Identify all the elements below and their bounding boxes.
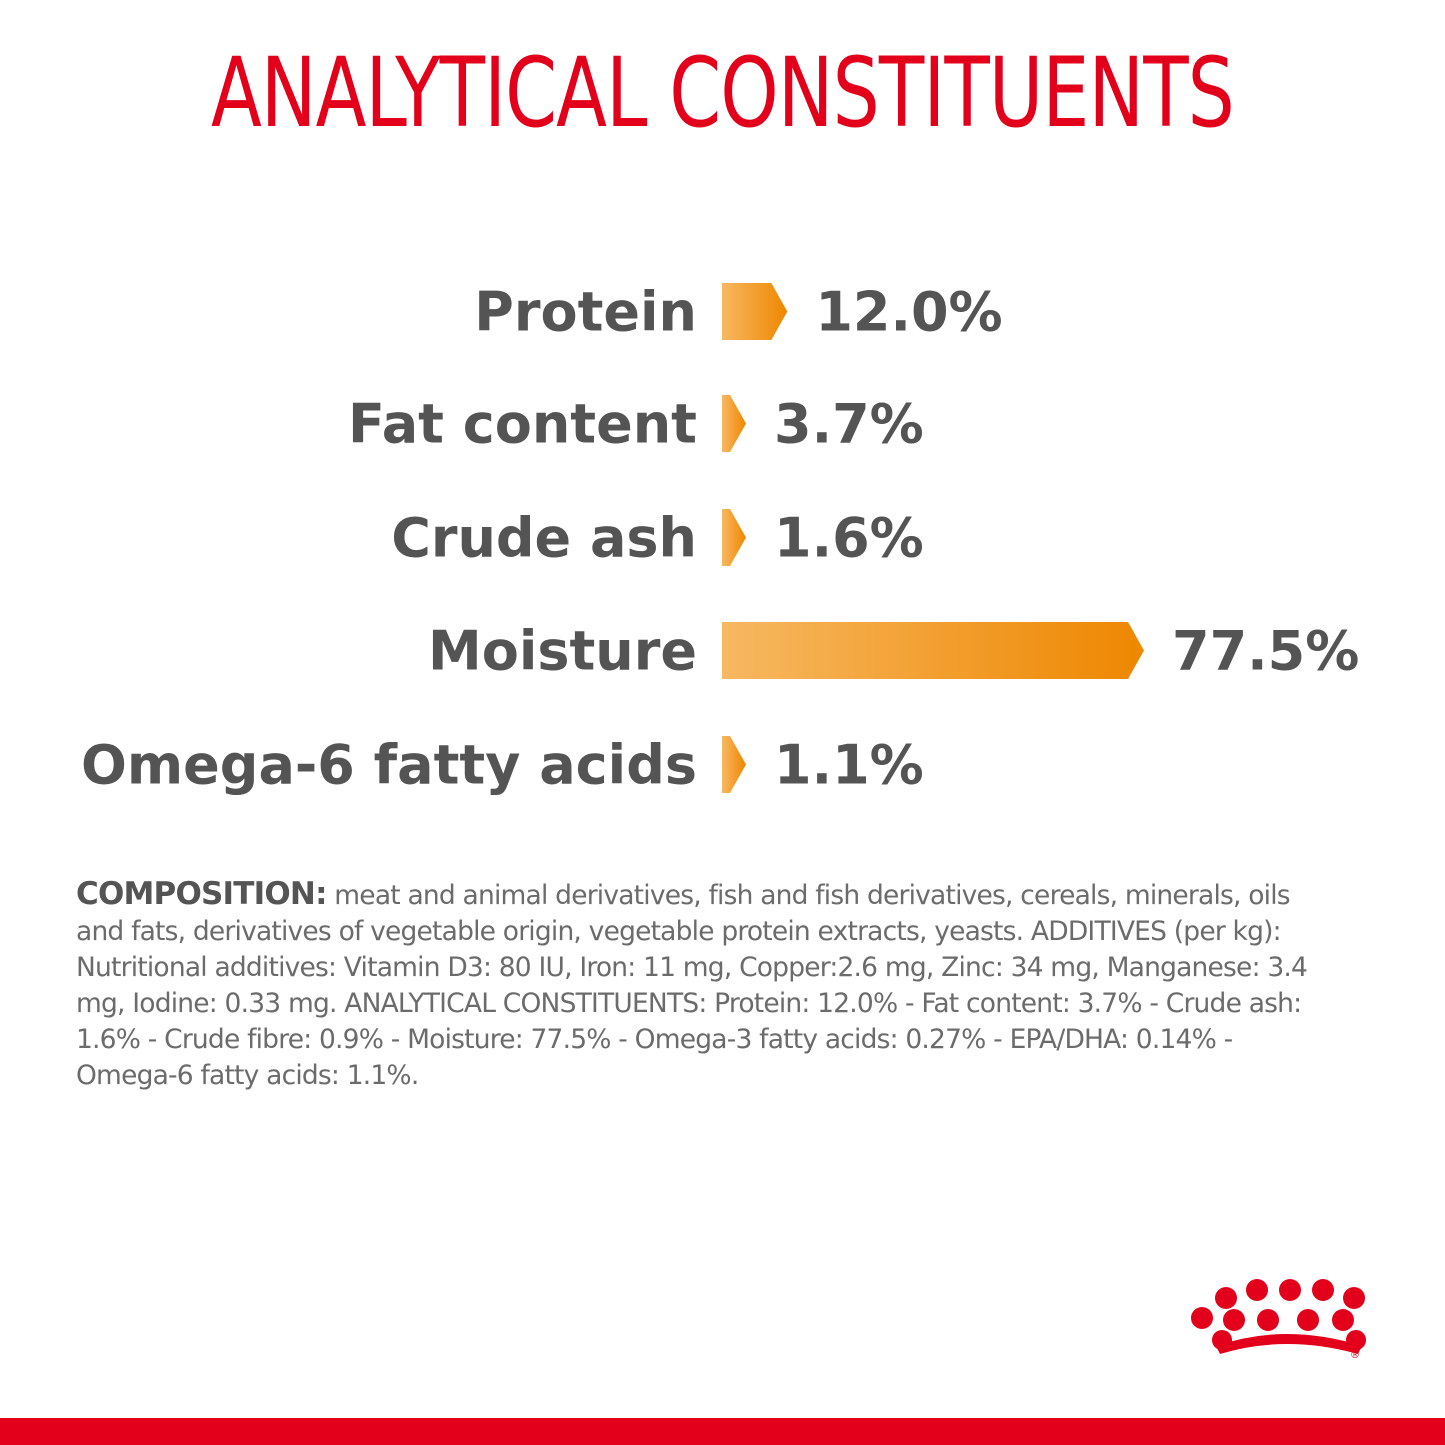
page-title: ANALYTICAL CONSTITUENTS [211, 37, 1235, 149]
bar-mark [722, 622, 1144, 679]
bar-mark [722, 395, 746, 452]
crown-dots-icon: ® [1191, 1279, 1366, 1358]
composition-heading: COMPOSITION: [76, 876, 327, 912]
category-label: Moisture [428, 620, 697, 683]
bar-mark [722, 736, 746, 793]
svg-text:®: ® [1350, 1350, 1360, 1358]
composition-text: meat and animal derivatives, fish and fi… [76, 880, 1308, 1091]
value-label: 3.7% [774, 393, 924, 456]
bar-mark [722, 509, 746, 566]
composition-block: COMPOSITION: meat and animal derivatives… [76, 876, 1326, 1094]
constituents-chart: Protein 12.0% Fat content 3.7% Crude ash 1.6%… [81, 281, 1359, 797]
value-label: 12.0% [815, 281, 1002, 344]
value-label: 77.5% [1172, 620, 1359, 683]
value-label: 1.6% [774, 507, 924, 570]
bar-mark [722, 283, 788, 340]
value-label: 1.1% [774, 734, 924, 797]
category-label: Fat content [348, 393, 697, 456]
category-label: Crude ash [391, 507, 697, 570]
category-label: Protein [474, 281, 697, 344]
bottom-brand-bar [0, 1418, 1445, 1445]
category-label: Omega-6 fatty acids [81, 734, 697, 797]
